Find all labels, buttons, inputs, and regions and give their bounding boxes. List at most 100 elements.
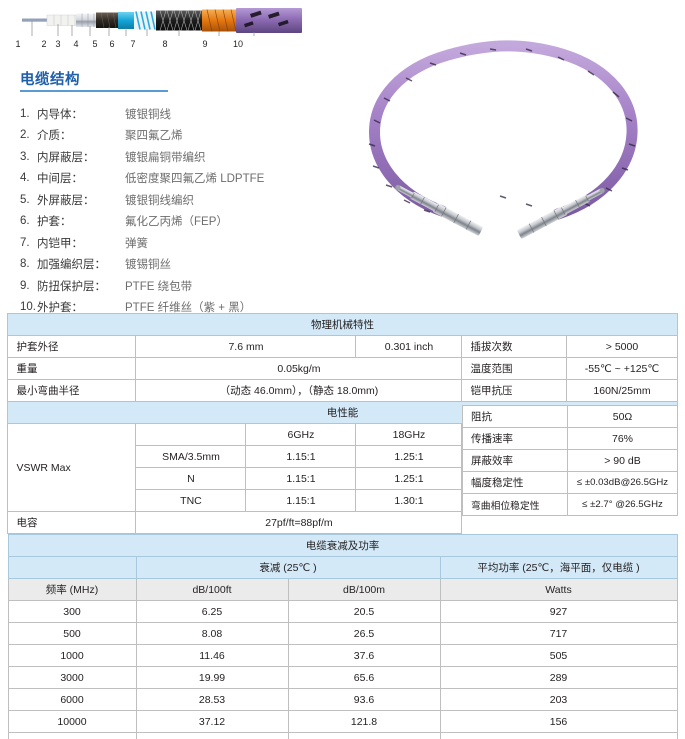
list-item-index: 5. [20, 193, 30, 206]
cell-dbft-4: 28.53 [135, 688, 289, 711]
cell-dbm-0: 20.5 [287, 600, 441, 623]
list-item-value: PTFE 绕包带 [125, 280, 193, 293]
table-column-headers: 频率 (MHz) dB/100ft dB/100m Watts [7, 578, 678, 601]
list-item: 1. 内导体： 镀银铜线 [20, 103, 320, 125]
cell-mech-v1-1: 0.05kg/m [135, 357, 463, 380]
list-item-index: 8. [20, 258, 30, 271]
atten-corner [7, 556, 137, 579]
list-item-label: 护套： [37, 216, 72, 229]
list-item-label: 加强编织层： [37, 259, 106, 272]
list-item-value: 镀银铜线编织 [125, 194, 194, 207]
col-header-watts: Watts [439, 578, 678, 601]
list-item: 6. 护套： 氟化乙丙烯（FEP） [20, 211, 320, 233]
cell-mech-v3-2: 160N/25mm [566, 379, 678, 402]
col-header-frequency: 频率 (MHz) [7, 578, 137, 601]
cell-vswr-0-1: 1.25:1 [355, 445, 463, 468]
table-row: 传播速率 76% [462, 427, 678, 450]
mech-title: 物理机械特性 [7, 313, 678, 336]
cell-mech-key2-0: 插拔次数 [461, 335, 568, 358]
cell-freq-head-1: 18GHz [355, 423, 463, 446]
cell-vswr-conn-2: TNC [135, 489, 247, 512]
cell-elec-val-4: ≤ ±2.7° @26.5GHz [567, 493, 678, 516]
cell-vswr-2-1: 1.30:1 [355, 489, 463, 512]
cell-dbm-3: 65.6 [287, 666, 441, 689]
list-item-label: 内屏蔽层： [37, 151, 95, 164]
cell-elec-val-1: 76% [567, 427, 678, 450]
cable-photo-svg [368, 40, 638, 239]
list-item: 2. 介质： 聚四氟乙烯 [20, 125, 320, 147]
cell-freq-3: 3000 [7, 666, 137, 689]
cell-freq-0: 300 [7, 600, 137, 623]
attenuation-power-table: 电缆衰减及功率 衰减 (25℃ ) 平均功率 (25℃，海平面，仅电缆 ) 频率… [7, 534, 678, 739]
cell-dbft-2: 11.46 [135, 644, 289, 667]
cell-mech-key2-1: 温度范围 [461, 357, 568, 380]
list-item: 4. 中间层： 低密度聚四氟乙烯 LDPTFE [20, 168, 320, 190]
list-item-value: 聚四氟乙烯 [125, 130, 183, 143]
tick-label-5: 5 [92, 39, 98, 49]
tick-label-3: 3 [55, 39, 61, 49]
cell-dbm-4: 93.6 [287, 688, 441, 711]
mechanical-electrical-table: 物理机械特性 护套外径 7.6 mm 0.301 inch 插拔次数 > 500… [7, 313, 678, 534]
cell-freq-head-0: 6GHz [245, 423, 357, 446]
cell-freq-5: 10000 [7, 710, 137, 733]
title-underline [20, 90, 168, 92]
cell-elec-key-0: 阻抗 [462, 405, 568, 428]
table-section-header: 物理机械特性 [7, 313, 678, 336]
cell-mech-key-1: 重量 [7, 357, 137, 380]
table-row: 重量 0.05kg/m 温度范围 -55℃ ~ +125℃ [7, 357, 678, 380]
list-item-label: 内铠甲： [37, 237, 83, 250]
connector-left [395, 184, 483, 236]
tick-label-2: 2 [41, 39, 47, 49]
atten-group-attenuation: 衰减 (25℃ ) [135, 556, 441, 579]
cell-dbft-6: 41.27 [135, 732, 289, 739]
tick-label-9: 9 [202, 39, 208, 49]
table-row: 500 8.08 26.5 717 [7, 622, 678, 645]
list-item-value: 镀锡铜丝 [125, 259, 171, 272]
table-row: 阻抗 50Ω [462, 405, 678, 428]
cell-cap-label: 电容 [7, 511, 137, 534]
cell-freq-1: 500 [7, 622, 137, 645]
cutaway-tick-labels: 1 2 3 4 5 6 7 8 9 10 [14, 36, 244, 52]
cell-watt-5: 156 [439, 710, 678, 733]
table-row: 12000 41.27 135.4 137 [7, 732, 678, 739]
coaxial-cable-photo [330, 28, 680, 303]
cable-structure-list: 1. 内导体： 镀银铜线 2. 介质： 聚四氟乙烯 3. 内屏蔽层： 镀银扁铜带… [20, 103, 320, 318]
cell-elec-key-3: 幅度稳定性 [462, 471, 568, 494]
table-row: 最小弯曲半径 （动态 46.0mm），（静态 18.0mm) 铠甲抗压 160N… [7, 379, 678, 402]
tick-label-6: 6 [109, 39, 115, 49]
tick-label-10: 10 [232, 39, 243, 49]
table-row: 300 6.25 20.5 927 [7, 600, 678, 623]
list-item-index: 6. [20, 215, 30, 228]
cell-dbm-2: 37.6 [287, 644, 441, 667]
page-title: 电缆结构 [20, 72, 80, 88]
cell-elec-val-2: > 90 dB [567, 449, 678, 472]
cell-elec-key-2: 屏蔽效率 [462, 449, 568, 472]
product-overview-section: 1 2 3 4 5 6 7 8 9 10 电缆结构 1. 内导体： 镀银铜线 2… [0, 0, 685, 314]
tick-label-8: 8 [162, 39, 168, 49]
list-item-label: 内导体： [37, 108, 83, 121]
cell-elec-key-4: 弯曲相位稳定性 [462, 493, 568, 516]
cell-dbft-5: 37.12 [135, 710, 289, 733]
list-item-index: 1. [20, 107, 30, 120]
list-item-label: 介质： [37, 130, 72, 143]
list-item: 8. 加强编织层： 镀锡铜丝 [20, 254, 320, 276]
cell-vswr-label: VSWR Max [7, 423, 137, 512]
cell-mech-key-2: 最小弯曲半径 [7, 379, 137, 402]
cutaway-svg [22, 8, 302, 36]
atten-title: 电缆衰减及功率 [7, 534, 678, 557]
cell-mech-v2-0: 0.301 inch [355, 335, 463, 358]
cell-mech-v3-0: > 5000 [566, 335, 678, 358]
list-item-index: 9. [20, 279, 30, 292]
cell-elec-key-1: 传播速率 [462, 427, 568, 450]
list-item-value: PTFE 纤维丝（紫 + 黑） [125, 302, 252, 315]
cell-mech-v1-0: 7.6 mm [135, 335, 357, 358]
cell-watt-4: 203 [439, 688, 678, 711]
cell-vswr-conn-1: N [135, 467, 247, 490]
elec-right-table: 阻抗 50Ω 传播速率 76% 屏蔽效率 > 90 dB 幅度稳定性 ≤ ±0.… [462, 405, 678, 516]
list-item-label: 外屏蔽层： [37, 194, 95, 207]
cell-dbm-1: 26.5 [287, 622, 441, 645]
cell-mech-key-0: 护套外径 [7, 335, 137, 358]
specification-tables: 物理机械特性 护套外径 7.6 mm 0.301 inch 插拔次数 > 500… [0, 313, 685, 739]
cell-watt-0: 927 [439, 600, 678, 623]
